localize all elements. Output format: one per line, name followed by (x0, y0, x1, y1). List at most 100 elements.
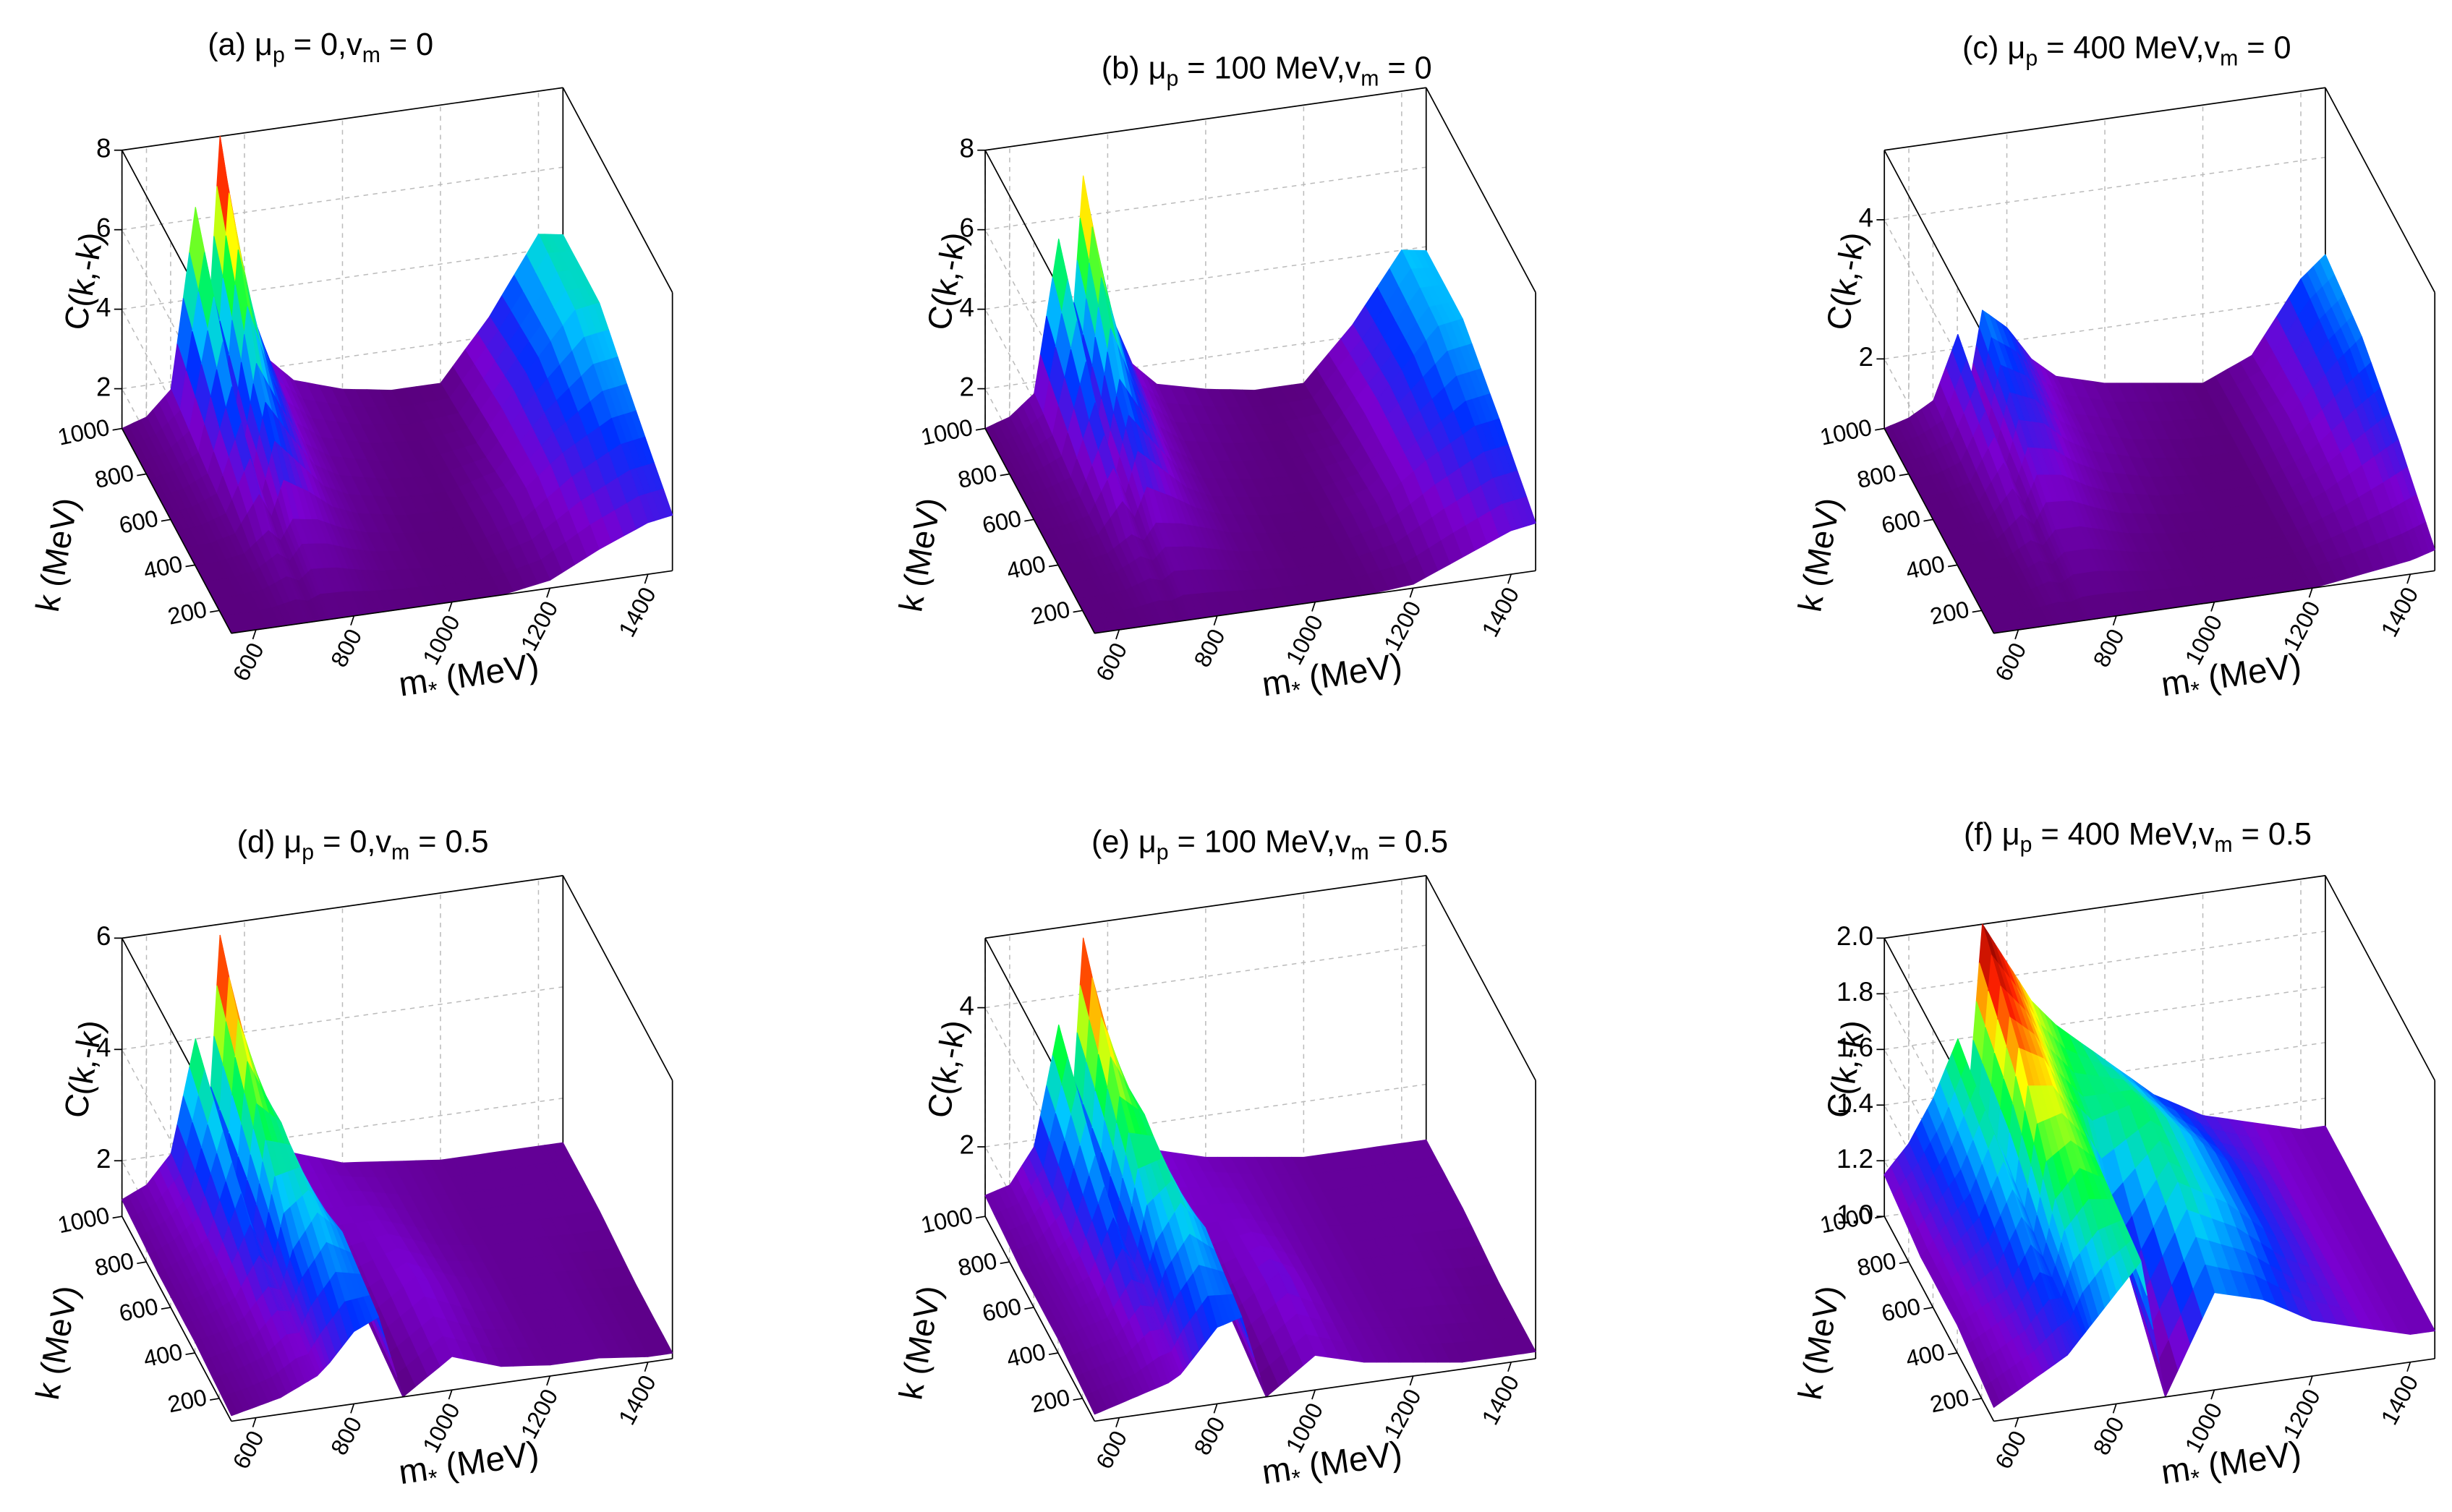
z-tick-label: 2 (959, 1130, 974, 1160)
x-axis-label-part: (MeV) (434, 646, 542, 699)
x-axis-label-part: * (1290, 1464, 1303, 1491)
y-axis-label: k (MeV) (1791, 495, 1847, 614)
tick-mark (1048, 1352, 1059, 1356)
y-tick-label: 1000 (919, 1202, 975, 1238)
axis-line (984, 87, 1426, 151)
x-axis-label-part: * (427, 1464, 440, 1491)
panel-title-part: (c) μ (1962, 31, 2025, 66)
panel-title-part: m (391, 841, 409, 865)
tick-mark (2210, 602, 2215, 612)
y-tick-label: 1000 (56, 414, 112, 450)
tick-mark (546, 1375, 551, 1386)
panel-title-part: m (2220, 46, 2238, 70)
panel-title-part: m (1350, 841, 1368, 865)
y-tick-label: 600 (116, 1293, 160, 1326)
tick-mark (112, 1216, 122, 1219)
x-tick-label: 600 (1091, 1427, 1132, 1474)
x-tick-label: 800 (1189, 1412, 1230, 1459)
y-axis-label: k (MeV) (892, 495, 948, 614)
x-tick-label: 800 (325, 1412, 367, 1459)
panel-title-part: (a) μ (208, 27, 273, 62)
axis-line (984, 875, 1426, 939)
y-tick-label: 200 (1029, 1384, 1072, 1417)
z-axis-label: C(k,-k) (57, 1017, 111, 1121)
panel-title-part: (f) μ (1964, 817, 2020, 852)
x-tick-label: 600 (228, 638, 269, 685)
tick-mark (210, 610, 220, 613)
tick-mark (2014, 629, 2019, 640)
tick-mark (161, 1307, 171, 1310)
z-tick-label: 6 (96, 213, 111, 242)
axis-line (1425, 87, 1536, 293)
panel-title-part: = 0.5 (1369, 825, 1448, 860)
axis-line (2325, 875, 2435, 1081)
z-tick-label: 2 (1859, 342, 1873, 372)
x-tick-label: 1200 (2278, 1385, 2325, 1443)
tick-mark (1409, 588, 1414, 598)
tick-mark (185, 1352, 195, 1356)
tick-mark (1048, 564, 1059, 568)
z-tick-label: 1.0 (1836, 1200, 1873, 1229)
tick-mark (2406, 573, 2411, 584)
x-tick-label: 1400 (2376, 583, 2424, 641)
axis-line (1883, 150, 1995, 356)
axis-line (984, 1216, 1096, 1422)
tick-mark (252, 629, 257, 640)
panel-title-part: = 0 (380, 27, 433, 62)
panel-title: (e) μp = 100 MeV,vm = 0.5 (1091, 825, 1448, 865)
x-tick-label: 800 (2088, 1412, 2129, 1459)
x-tick-label: 1400 (1477, 583, 1525, 641)
y-tick-label: 800 (1855, 1247, 1898, 1281)
tick-mark (1947, 564, 1958, 568)
axis-line (1883, 428, 1995, 634)
y-tick-label: 400 (1005, 550, 1048, 584)
y-tick-label: 800 (93, 460, 136, 493)
x-axis-label-part: * (2189, 676, 2202, 703)
y-tick-label: 400 (1005, 1338, 1048, 1372)
panel-title-part: m (1361, 67, 1379, 90)
x-tick-label: 1400 (1477, 1371, 1525, 1430)
y-axis-label: k (MeV) (29, 1283, 85, 1402)
x-axis-label-part: m (1259, 662, 1293, 704)
z-tick-label: 2 (959, 372, 974, 401)
panel-title-part: = 100 MeV,v (1178, 51, 1361, 86)
z-tick-label: 2 (96, 372, 111, 401)
x-tick-label: 1200 (1379, 597, 1426, 655)
x-axis-label-part: m (2159, 1450, 2193, 1492)
x-axis-label-part: m (2159, 662, 2193, 704)
tick-mark (2014, 1417, 2019, 1427)
panel-title: (c) μp = 400 MeV,vm = 0 (1962, 31, 2291, 71)
tick-mark (1972, 610, 1982, 613)
x-tick-label: 1200 (516, 1385, 563, 1443)
panel: 600 800 1000 1200 14002004006008001000246C(k… (29, 825, 673, 1492)
tick-mark (1024, 518, 1034, 522)
y-tick-label: 1000 (1818, 414, 1874, 450)
tick-mark (1507, 573, 1512, 584)
tick-mark (1507, 1362, 1512, 1372)
x-axis-label-part: m (396, 662, 430, 704)
y-axis-label: k (MeV) (1791, 1283, 1847, 1402)
z-tick-label: 4 (96, 1033, 111, 1062)
tick-mark (350, 1404, 355, 1414)
y-tick-label: 600 (980, 505, 1023, 538)
x-axis-label-part: m (396, 1450, 430, 1492)
surface-patch (1085, 1392, 1102, 1415)
panel-title-part: = 400 MeV,v (2038, 31, 2220, 66)
panel-title-part: (d) μ (237, 825, 302, 860)
panel-title-part: p (2020, 833, 2032, 857)
y-axis-label: k (MeV) (29, 495, 85, 614)
x-tick-label: 1400 (613, 583, 661, 641)
panel-title-part: (e) μ (1091, 825, 1157, 860)
y-tick-label: 200 (166, 596, 209, 629)
panel-title-part: m (362, 43, 380, 67)
x-tick-label: 1200 (1379, 1385, 1426, 1443)
panel-title-part: m (2214, 833, 2232, 857)
tick-mark (1875, 427, 1885, 431)
tick-mark (2112, 615, 2117, 626)
tick-mark (1899, 1261, 1909, 1265)
tick-mark (2308, 1375, 2313, 1386)
x-tick-label: 800 (325, 625, 367, 672)
tick-mark (2308, 588, 2313, 598)
x-tick-label: 600 (228, 1427, 269, 1474)
tick-mark (2210, 1389, 2215, 1400)
